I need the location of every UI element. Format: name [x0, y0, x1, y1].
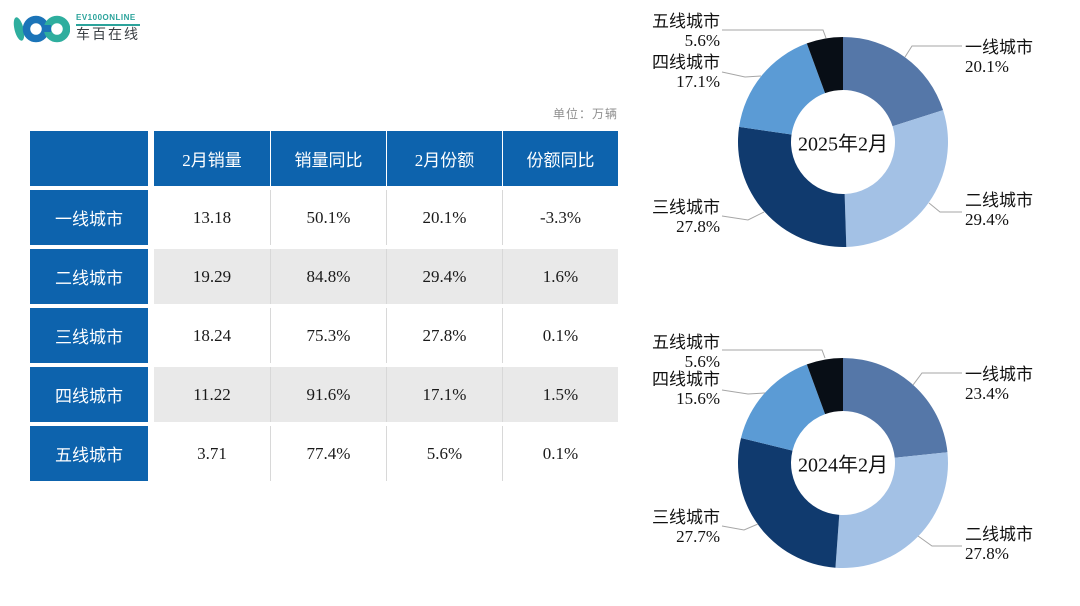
leader-line: [917, 535, 962, 547]
logo-text: EV100ONLINE 车百在线: [76, 13, 140, 42]
leader-line: [928, 202, 962, 213]
col-header: 销量同比: [270, 131, 386, 186]
chart-center-label: 2024年2月: [798, 454, 888, 477]
row-header: 三线城市: [30, 308, 148, 363]
table-cell: 3.71: [197, 443, 227, 463]
pie-slice-label: 二线城市 29.4%: [965, 191, 1077, 229]
pie-label-name: 一线城市: [965, 38, 1033, 57]
pie-slice: [843, 37, 944, 127]
pie-label-value: 20.1%: [965, 57, 1009, 76]
table-cell: 84.8%: [270, 249, 386, 304]
table-cell: 77.4%: [270, 426, 386, 481]
table-cell: 20.1%: [386, 190, 502, 245]
pie-label-name: 一线城市: [965, 365, 1033, 384]
donut-svg: [721, 29, 962, 247]
pie-slice: [738, 438, 840, 568]
table-cell: 19.29: [154, 249, 270, 304]
column-spacer: [148, 190, 154, 245]
leader-line: [722, 349, 826, 359]
leader-line: [912, 372, 962, 386]
pie-slice-label: 四线城市 17.1%: [640, 53, 720, 91]
logo-mark-icon: [13, 15, 70, 43]
donut-svg: [721, 349, 962, 568]
pie-slice: [844, 110, 948, 247]
table-cell: 91.6%: [270, 367, 386, 422]
table-cell: -3.3%: [502, 190, 618, 245]
pie-slice: [741, 364, 826, 451]
pie-slice-label: 三线城市 27.8%: [640, 198, 720, 236]
row-header: 一线城市: [30, 190, 148, 245]
donut-chart-2024: 一线城市 23.4% 二线城市 27.8% 三线城市 27.7% 四线城市 15.6% 五线城市…: [640, 330, 1080, 606]
pie-slice: [835, 452, 948, 568]
ev100-logo: EV100ONLINE 车百在线: [12, 8, 140, 48]
pie-label-name: 二线城市: [965, 525, 1033, 544]
pie-label-value: 27.8%: [965, 544, 1009, 563]
pie-label-name: 四线城市: [652, 53, 720, 72]
table-cell: 29.4%: [386, 249, 502, 304]
chart-center-label: 2025年2月: [798, 133, 888, 156]
city-sales-table: 2月销量 销量同比 2月份额 份额同比一线城市 13.18 50.1% 20.1% -3.3%…: [30, 131, 618, 481]
pie-label-value: 27.7%: [676, 527, 720, 546]
pie-slice-label: 一线城市 23.4%: [965, 365, 1077, 403]
table-cell: 27.8%: [386, 308, 502, 363]
pie-label-name: 三线城市: [652, 508, 720, 527]
col-header: 2月销量: [154, 131, 270, 186]
table-cell: 11.22: [154, 367, 270, 422]
col-header: 份额同比: [502, 131, 618, 186]
leader-line: [721, 389, 766, 395]
table-cell: 0.1%: [502, 308, 618, 363]
pie-label-name: 五线城市: [652, 333, 720, 352]
pie-label-name: 三线城市: [652, 198, 720, 217]
pie-label-name: 五线城市: [652, 12, 720, 31]
table-cell: 1.6%: [502, 249, 618, 304]
leader-line: [904, 45, 962, 58]
leader-line: [721, 71, 762, 78]
table-cell: 5.6%: [386, 426, 502, 481]
pie-label-value: 23.4%: [965, 384, 1009, 403]
pie-slice: [739, 43, 826, 135]
column-spacer: [148, 249, 154, 304]
pie-slice: [843, 358, 948, 458]
logo-text-en: EV100ONLINE: [76, 13, 140, 26]
pie-slice-label: 五线城市 5.6%: [640, 12, 720, 50]
column-spacer: [148, 131, 154, 186]
row-header: 二线城市: [30, 249, 148, 304]
pie-slice-label: 四线城市 15.6%: [640, 370, 720, 408]
pie-label-value: 15.6%: [676, 389, 720, 408]
pie-slice: [806, 37, 843, 94]
table-cell: 17.1%: [386, 367, 502, 422]
table-cell: 1.5%: [502, 367, 618, 422]
pie-slice-label: 一线城市 20.1%: [965, 38, 1077, 76]
column-spacer: [148, 367, 154, 422]
table-cell: 0.1%: [502, 426, 618, 481]
donut-chart-2025: 一线城市 20.1% 二线城市 29.4% 三线城市 27.8% 四线城市 17.1% 五线城市…: [640, 0, 1080, 300]
pie-label-name: 四线城市: [652, 370, 720, 389]
pie-slice: [806, 358, 843, 415]
pie-label-value: 17.1%: [676, 72, 720, 91]
leader-line: [721, 211, 765, 221]
pie-label-value: 5.6%: [684, 31, 720, 50]
pie-label-value: 5.6%: [684, 352, 720, 371]
column-spacer: [148, 426, 154, 481]
pie-slice-label: 三线城市 27.7%: [640, 508, 720, 546]
leader-line: [721, 523, 759, 531]
pie-slice: [738, 126, 847, 247]
pie-label-name: 二线城市: [965, 191, 1033, 210]
table-cell: 18.24: [192, 325, 232, 345]
table-cell: 75.3%: [270, 308, 386, 363]
pie-label-value: 29.4%: [965, 210, 1009, 229]
corner-cell: [30, 131, 148, 186]
leader-line: [722, 29, 827, 39]
pie-slice-label: 二线城市 27.8%: [965, 525, 1077, 563]
row-header: 五线城市: [30, 426, 148, 481]
pie-slice-label: 五线城市 5.6%: [640, 333, 720, 371]
table-cell: 50.1%: [270, 190, 386, 245]
pie-label-value: 27.8%: [676, 217, 720, 236]
col-header: 2月份额: [386, 131, 502, 186]
row-header: 四线城市: [30, 367, 148, 422]
logo-text-cn: 车百在线: [76, 25, 140, 42]
table-cell: 13.18: [192, 207, 232, 227]
unit-label: 单位：万辆: [552, 107, 618, 121]
column-spacer: [148, 308, 154, 363]
